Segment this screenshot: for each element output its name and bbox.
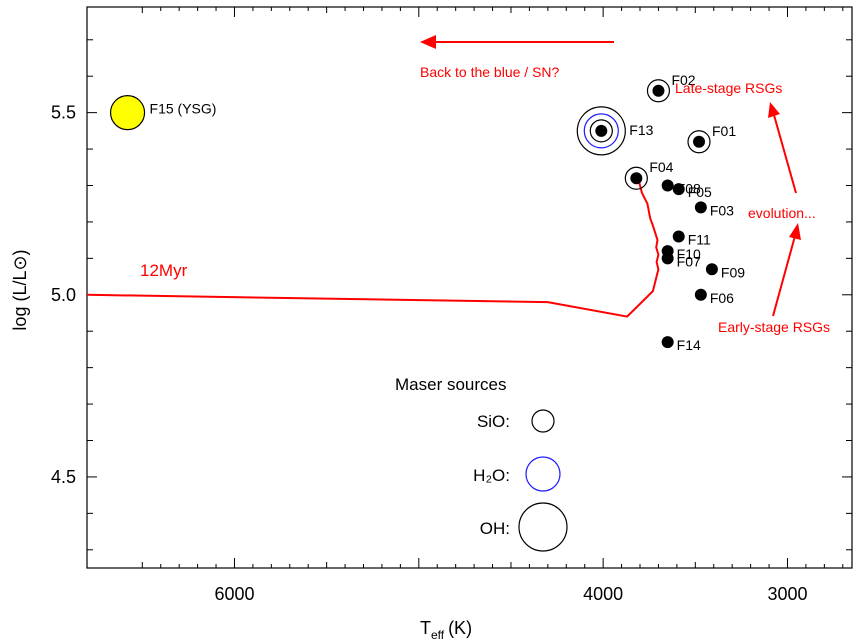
- x-tick-label: 3000: [767, 584, 807, 604]
- isochrone-label: 12Myr: [140, 261, 188, 280]
- star-point: [652, 84, 665, 97]
- point-label: F15 (YSG): [150, 101, 217, 117]
- isochrone-12myr-line: [86, 177, 660, 318]
- legend-label-oh: OH:: [480, 519, 510, 538]
- x-tick-label: 6000: [214, 584, 254, 604]
- legend-sio-circle: [531, 409, 555, 433]
- point-label: F06: [710, 290, 734, 306]
- y-tick-label: 4.5: [51, 467, 76, 487]
- late-stage-label: Late-stage RSGs: [675, 80, 782, 96]
- late-stage-arrowhead: [768, 102, 780, 118]
- sio-maser-ring: [646, 79, 671, 103]
- plot-frame: [86, 6, 853, 569]
- point-label: F07: [677, 253, 701, 269]
- star-point: [694, 201, 707, 214]
- point-label: F01: [712, 123, 736, 139]
- x-axis-title: Teff (K): [420, 618, 472, 642]
- point-label: F04: [649, 159, 673, 175]
- point-label: F10: [677, 246, 701, 262]
- sio-maser-ring: [624, 166, 648, 190]
- star-point: [661, 336, 674, 349]
- x-tick-label: 4000: [583, 584, 623, 604]
- legend-title: Maser sources: [395, 375, 506, 394]
- point-label: F14: [677, 337, 701, 353]
- point-label: F05: [688, 184, 712, 200]
- star-point: [693, 135, 705, 148]
- star-point: [705, 263, 718, 276]
- oh-maser-ring: [576, 106, 626, 156]
- star-point: [661, 245, 674, 258]
- point-label: F08: [677, 181, 701, 197]
- legend-label-sio: SiO:: [477, 412, 510, 431]
- point-label: F13: [629, 122, 653, 138]
- back-to-blue-label: Back to the blue / SN?: [420, 64, 560, 80]
- y-axis-title: log (L/L⊙): [10, 249, 30, 330]
- evolution-label: evolution...: [748, 205, 816, 221]
- point-label: F02: [671, 72, 695, 88]
- back-to-blue-arrowhead: [420, 35, 436, 49]
- sio-maser-ring: [589, 119, 613, 143]
- legend-h2o-circle: [525, 456, 561, 492]
- star-point: [661, 179, 674, 192]
- annotations: [420, 35, 801, 317]
- sio-maser-ring: [687, 130, 711, 154]
- y-tick-label: 5.5: [51, 103, 76, 123]
- early-stage-arrow: [772, 235, 796, 317]
- star-point: [672, 230, 685, 243]
- star-point: [630, 172, 643, 185]
- late-stage-arrow: [773, 114, 797, 194]
- star-point: [694, 288, 707, 301]
- early-stage-label: Early-stage RSGs: [718, 319, 830, 335]
- legend-oh-circle: [518, 502, 568, 552]
- ysg-point: [109, 95, 146, 131]
- y-tick-label: 5.0: [51, 285, 76, 305]
- maser-legend: Maser sources SiO: H₂O: OH:: [395, 375, 568, 552]
- point-label: F09: [721, 264, 745, 280]
- point-label: F11: [688, 232, 711, 248]
- legend-label-h2o: H₂O:: [473, 466, 510, 485]
- early-stage-arrowhead: [789, 223, 801, 240]
- axis-ticks: [87, 7, 852, 568]
- h2o-maser-ring: [583, 113, 619, 149]
- star-point: [672, 183, 685, 196]
- point-label: F03: [710, 202, 734, 218]
- axis-tick-labels: 6000 4000 3000 4.5 5.0 5.5: [51, 103, 808, 604]
- star-point: [595, 124, 608, 137]
